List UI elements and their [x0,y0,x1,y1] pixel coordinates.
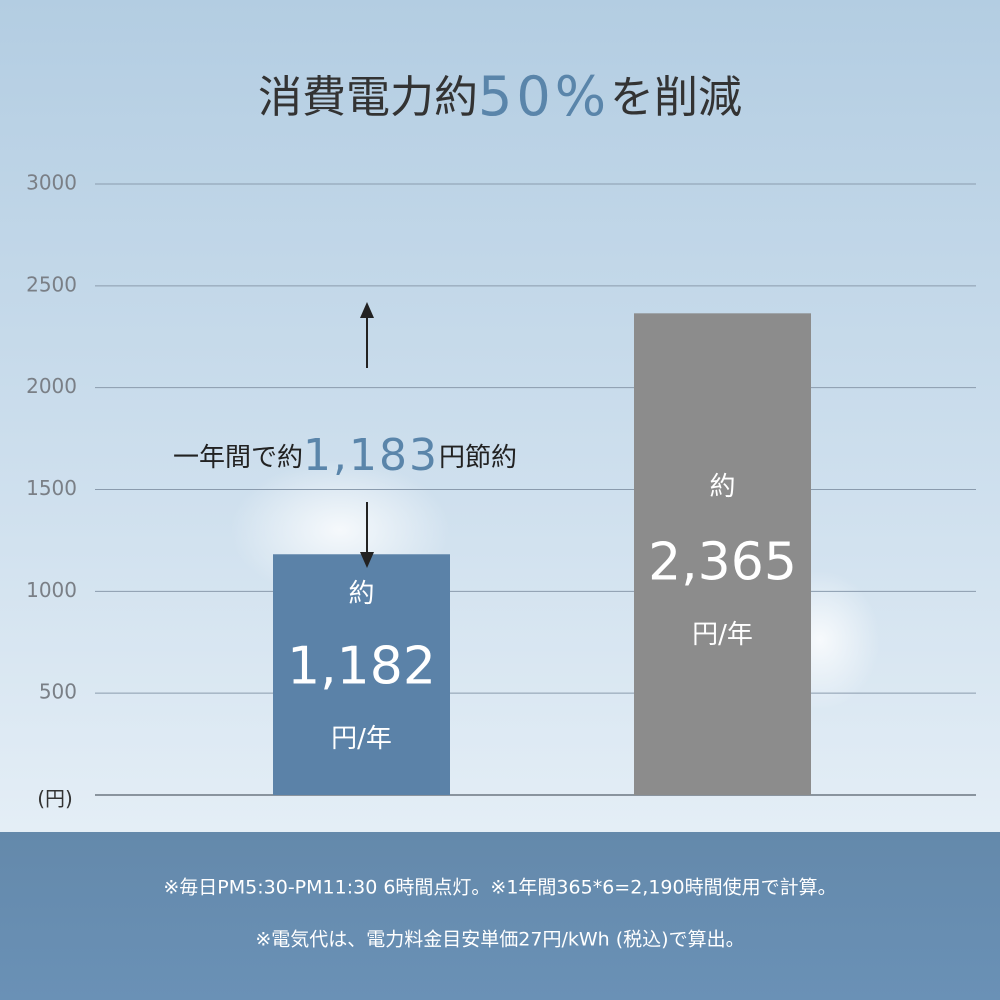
value-label: 2,365 [648,532,797,592]
y-tick-label: 2500 [26,272,77,296]
y-tick-label: 500 [39,680,77,704]
bar [273,554,450,795]
title-text: 消費電力約 [258,72,478,123]
value-prefix: 約 [348,579,374,609]
bar [634,313,811,795]
annotation: 一年間で約1,183円節約 [173,430,517,481]
plot: 500 1000 1500 2000 2500 3000 約 1,182 円/年 約 2,365 円/… [26,171,976,795]
value-prefix: 約 [709,472,735,502]
title-highlight: 50% [478,65,610,128]
value-label: 1,182 [287,636,436,696]
y-unit: (円) [37,787,73,811]
y-tick-label: 1000 [26,578,77,602]
value-unit: 円/年 [331,724,392,754]
annotation-text: 円節約 [439,443,517,473]
arrow-head [360,552,374,568]
arrow-head [360,302,374,318]
footnote: ※毎日PM5:30-PM11:30 6時間点灯。※1年間365*6=2,190時… [163,877,836,899]
footnote: ※電気代は、電力料金目安単価27円/kWh (税込)で算出。 [255,929,744,951]
annotation-text: 一年間で約 [173,443,303,473]
chart-title: 消費電力約50%を削減 [258,65,742,128]
title-text: を削減 [610,72,742,123]
footer [0,832,1000,1000]
y-tick-label: 1500 [26,476,77,500]
annotation-highlight: 1,183 [303,430,439,481]
y-tick-label: 2000 [26,374,77,398]
value-unit: 円/年 [692,620,753,650]
y-tick-label: 3000 [26,171,77,195]
